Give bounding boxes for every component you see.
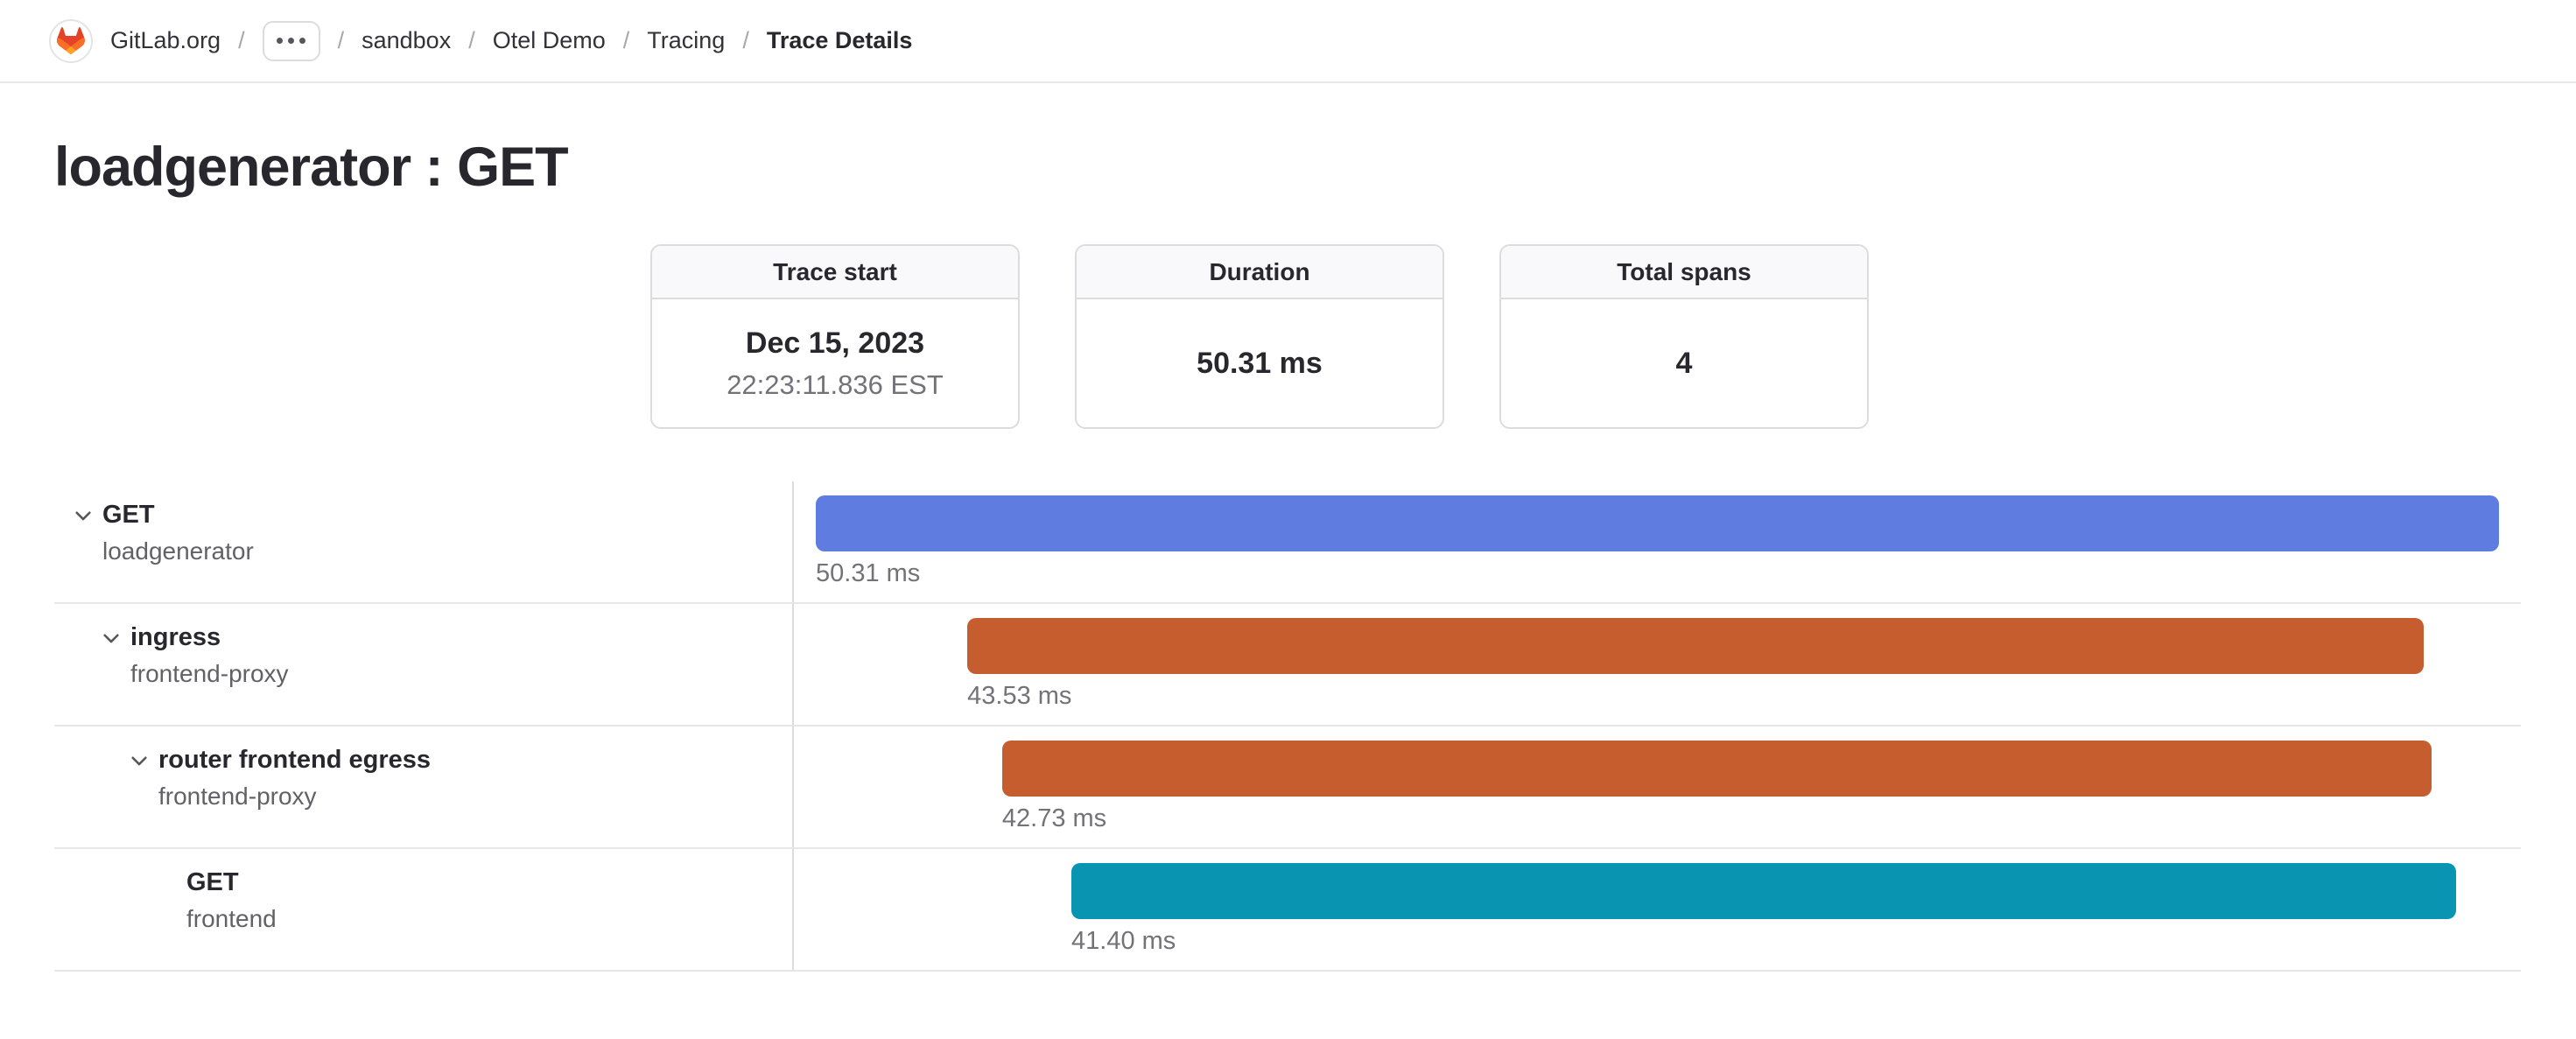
span-row: GET loadgenerator 50.31 ms: [54, 481, 2521, 604]
card-header-label: Duration: [1077, 246, 1442, 299]
span-bar-wrap: 50.31 ms: [816, 495, 2499, 588]
trace-start-date: Dec 15, 2023: [745, 326, 925, 360]
breadcrumb-separator: /: [742, 27, 749, 53]
span-duration-label: 42.73 ms: [1001, 804, 1107, 832]
span-track: 43.53 ms: [816, 604, 2499, 725]
span-operation: router frontend egress: [158, 746, 431, 774]
breadcrumb-item-sandbox[interactable]: sandbox: [361, 27, 452, 53]
breadcrumb-item-gitlab-org[interactable]: GitLab.org: [110, 27, 221, 53]
span-service: frontend-proxy: [130, 660, 289, 687]
span-duration-label: 50.31 ms: [816, 559, 921, 587]
span-row-head: router frontend egress: [128, 746, 792, 775]
span-row: ingress frontend-proxy 43.53 ms: [54, 604, 2521, 727]
span-duration-label: 43.53 ms: [967, 682, 1072, 710]
span-duration-label: 41.40 ms: [1071, 927, 1176, 955]
span-row-head: ingress: [100, 623, 792, 652]
span-row-label-cell[interactable]: router frontend egress frontend-proxy: [54, 727, 792, 847]
span-timeline-cell: 41.40 ms: [792, 849, 2521, 970]
trace-details-page: loadgenerator : GET Trace start Dec 15, …: [0, 136, 2576, 972]
span-row-head: GET: [72, 501, 792, 530]
span-duration-bar[interactable]: [816, 495, 2499, 551]
total-spans-value: 4: [1675, 346, 1693, 380]
breadcrumb-separator: /: [337, 27, 345, 53]
breadcrumb-item-otel-demo[interactable]: Otel Demo: [492, 27, 606, 53]
span-row-label-cell[interactable]: GET frontend: [54, 849, 792, 970]
span-service: loadgenerator: [102, 537, 254, 565]
ellipsis-dot: [288, 38, 295, 44]
card-header-label: Total spans: [1501, 246, 1867, 299]
span-track: 41.40 ms: [816, 849, 2499, 970]
trace-start-time: 22:23:11.836 EST: [726, 369, 944, 400]
card-body: 4: [1501, 299, 1867, 427]
span-bar-wrap: 41.40 ms: [1071, 863, 2457, 956]
total-spans-card: Total spans 4: [1499, 244, 1869, 429]
gitlab-tanuki-icon: [57, 27, 85, 54]
breadcrumb: GitLab.org / / sandbox / Otel Demo / Tra…: [49, 18, 913, 63]
card-body: 50.31 ms: [1077, 299, 1442, 427]
breadcrumb-separator: /: [238, 27, 245, 53]
span-timeline-cell: 43.53 ms: [792, 604, 2521, 725]
span-operation: GET: [186, 868, 239, 896]
span-duration-bar[interactable]: [1001, 741, 2432, 797]
span-duration-bar[interactable]: [967, 618, 2424, 674]
span-service: frontend: [186, 905, 277, 932]
tanuki-right-wing: [70, 38, 85, 51]
breadcrumb-separator: /: [468, 27, 475, 53]
span-row-label-cell[interactable]: GET loadgenerator: [54, 481, 792, 602]
breadcrumb-separator: /: [622, 27, 630, 53]
card-body: Dec 15, 2023 22:23:11.836 EST: [652, 299, 1018, 427]
span-track: 42.73 ms: [816, 727, 2499, 847]
span-timeline-cell: 42.73 ms: [792, 727, 2521, 847]
chevron-down-icon[interactable]: [100, 627, 123, 649]
span-bar-wrap: 42.73 ms: [1001, 741, 2432, 833]
spans-waterfall: GET loadgenerator 50.31 ms: [54, 481, 2521, 972]
card-header-label: Trace start: [652, 246, 1018, 299]
span-duration-bar[interactable]: [1071, 863, 2457, 919]
span-row: router frontend egress frontend-proxy 42…: [54, 727, 2521, 849]
duration-card: Duration 50.31 ms: [1075, 244, 1444, 429]
span-row: GET frontend 41.40 ms: [54, 849, 2521, 972]
breadcrumb-bar: GitLab.org / / sandbox / Otel Demo / Tra…: [0, 0, 2576, 83]
ellipsis-dot: [299, 38, 306, 44]
breadcrumb-item-tracing[interactable]: Tracing: [647, 27, 726, 53]
span-row-label-cell[interactable]: ingress frontend-proxy: [54, 604, 792, 725]
page-title: loadgenerator : GET: [54, 137, 569, 198]
tanuki-left-wing: [57, 38, 71, 51]
chevron-down-icon[interactable]: [128, 749, 151, 772]
gitlab-logo-avatar[interactable]: [49, 18, 93, 63]
chevron-spacer: [156, 872, 179, 895]
span-bar-wrap: 43.53 ms: [967, 618, 2424, 711]
span-row-head: GET: [156, 868, 792, 897]
breadcrumb-item-trace-details: Trace Details: [766, 27, 913, 53]
tanuki-tail: [65, 46, 77, 54]
trace-summary-cards: Trace start Dec 15, 2023 22:23:11.836 ES…: [650, 244, 2576, 429]
chevron-down-icon[interactable]: [72, 504, 95, 527]
trace-start-card: Trace start Dec 15, 2023 22:23:11.836 ES…: [650, 244, 1020, 429]
span-service: frontend-proxy: [158, 783, 317, 810]
breadcrumb-ellipsis-button[interactable]: [262, 20, 320, 61]
span-track: 50.31 ms: [816, 481, 2499, 602]
span-operation: GET: [102, 501, 155, 529]
ellipsis-dot: [277, 38, 284, 44]
span-operation: ingress: [130, 623, 221, 651]
duration-value: 50.31 ms: [1197, 346, 1323, 380]
span-timeline-cell: 50.31 ms: [792, 481, 2521, 602]
